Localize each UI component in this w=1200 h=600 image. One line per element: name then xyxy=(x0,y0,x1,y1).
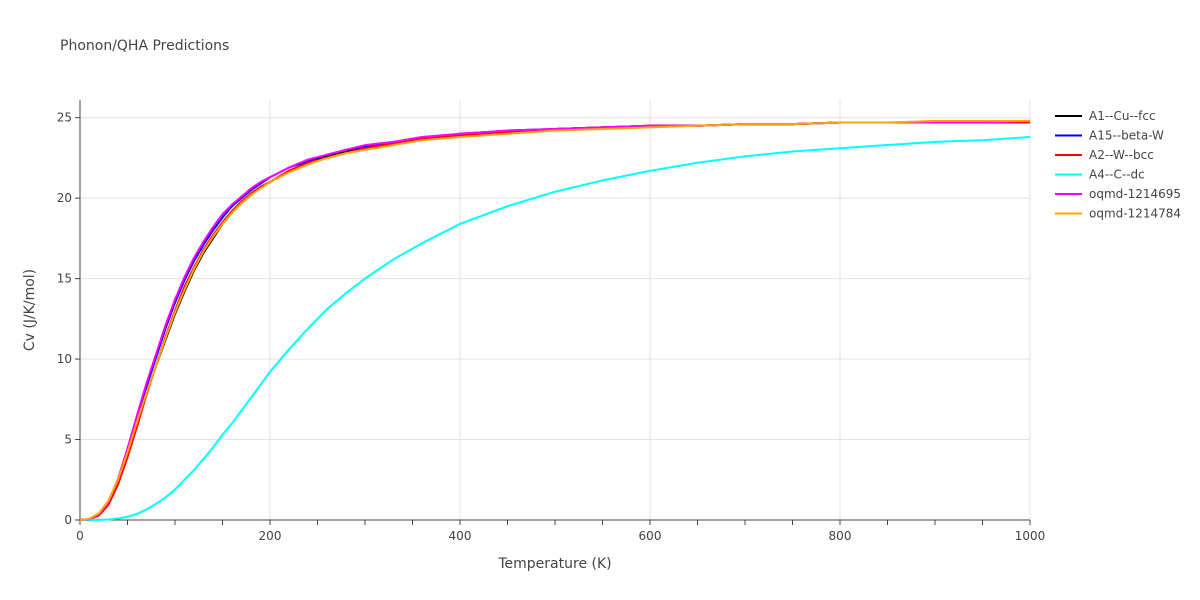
series-line-a1-cu-fcc xyxy=(79,121,1030,521)
x-tick-label: 0 xyxy=(76,529,84,543)
y-tick-label: 10 xyxy=(57,352,72,366)
x-tick-label: 800 xyxy=(829,529,852,543)
series-line-a4-c-dc xyxy=(80,136,1031,521)
y-tick-label: 25 xyxy=(57,111,72,125)
series-line-oqmd-1214695 xyxy=(79,119,1031,521)
y-tick-label: 0 xyxy=(64,513,72,527)
x-tick-label: 600 xyxy=(639,529,662,543)
x-tick-label: 400 xyxy=(449,529,472,543)
legend: A1--Cu--fcc A15--beta-W A2--W--bcc A4--C--d… xyxy=(1055,109,1181,221)
x-tick-labels: 0 200 400 600 800 1000 xyxy=(76,529,1045,543)
legend-item[interactable]: A1--Cu--fcc xyxy=(1055,109,1156,123)
x-tick-label: 1000 xyxy=(1015,529,1046,543)
x-tick-label: 200 xyxy=(259,529,282,543)
y-tick-label: 5 xyxy=(64,433,72,447)
legend-label: oqmd-1214784 xyxy=(1089,207,1181,221)
legend-item[interactable]: oqmd-1214784 xyxy=(1055,207,1181,221)
legend-item[interactable]: A15--beta-W xyxy=(1055,129,1164,143)
legend-label: A4--C--dc xyxy=(1089,168,1145,182)
legend-item[interactable]: A4--C--dc xyxy=(1055,168,1145,182)
y-axis-label: Cv (J/K/mol) xyxy=(22,269,38,351)
series-line-a2-w-bcc xyxy=(79,121,1030,521)
x-axis-label: Temperature (K) xyxy=(497,556,611,572)
legend-label: oqmd-1214695 xyxy=(1089,187,1181,201)
axes xyxy=(75,100,1031,525)
y-tick-labels: 0 5 10 15 20 25 xyxy=(57,111,72,527)
series-line-a15-beta-w xyxy=(79,121,1030,521)
grid-lines xyxy=(80,100,1031,520)
series-group xyxy=(79,119,1031,521)
y-tick-label: 15 xyxy=(57,272,72,286)
legend-label: A2--W--bcc xyxy=(1089,148,1154,162)
series-line-oqmd-1214784 xyxy=(79,119,1030,521)
legend-item[interactable]: A2--W--bcc xyxy=(1055,148,1154,162)
legend-label: A15--beta-W xyxy=(1089,129,1164,143)
legend-label: A1--Cu--fcc xyxy=(1089,109,1156,123)
chart-title: Phonon/QHA Predictions xyxy=(60,38,229,54)
y-tick-label: 20 xyxy=(57,191,72,205)
legend-item[interactable]: oqmd-1214695 xyxy=(1055,187,1181,201)
